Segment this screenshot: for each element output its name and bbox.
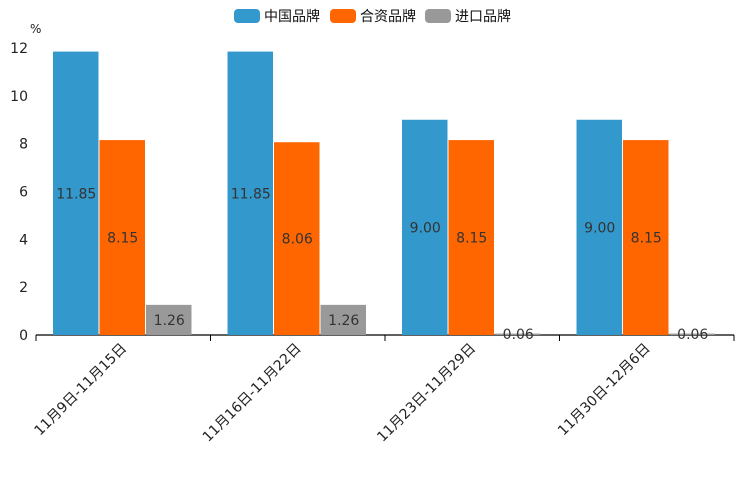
bars [53, 51, 715, 336]
data-label: 11.85 [56, 186, 96, 202]
data-label: 8.06 [282, 232, 313, 248]
data-labels: 11.85 8.15 1.26 11.85 8.06 1.26 9.00 8.15 0.06 9.… [56, 186, 708, 343]
bar [402, 119, 448, 335]
bar [320, 304, 366, 335]
bar [448, 140, 494, 335]
y-tick-label: 8 [19, 137, 28, 153]
data-label: 0.06 [503, 327, 534, 343]
y-tick-label: 12 [10, 41, 28, 57]
data-label: 8.15 [631, 231, 662, 247]
legend-swatch [330, 9, 356, 23]
x-tick-labels: 11月9日-11月15日 11月16日-11月22日 11月23日-11月29日 11… [32, 341, 654, 446]
legend-item: 合资品牌 [330, 8, 416, 25]
legend-item: 进口品牌 [425, 8, 511, 25]
legend-label: 中国品牌 [264, 8, 320, 25]
data-label: 9.00 [584, 220, 615, 236]
bar [53, 51, 99, 336]
y-tick-label: 4 [19, 232, 28, 248]
bar [99, 140, 145, 335]
bar [146, 304, 192, 335]
data-label: 1.26 [154, 313, 185, 329]
bar [623, 140, 669, 335]
bar [669, 333, 715, 335]
x-tick-label: 11月9日-11月15日 [32, 341, 131, 440]
data-label: 8.15 [107, 231, 138, 247]
x-tick-label: 11月30日-12月6日 [555, 341, 654, 440]
y-tick-label: 2 [19, 280, 28, 296]
data-label: 11.85 [231, 186, 271, 202]
data-label: 8.15 [456, 231, 487, 247]
legend-label: 进口品牌 [455, 8, 511, 25]
bar [227, 51, 273, 336]
y-unit-label: % [30, 22, 41, 36]
legend-swatch [234, 9, 260, 23]
legend-item: 中国品牌 [234, 8, 320, 25]
x-tick-label: 11月23日-11月29日 [374, 341, 479, 446]
y-tick-label: 0 [19, 328, 28, 344]
data-label: 0.06 [677, 327, 708, 343]
legend-swatch [425, 9, 451, 23]
data-label: 9.00 [410, 220, 441, 236]
bar [274, 142, 320, 335]
data-label: 1.26 [328, 313, 359, 329]
bar [576, 119, 622, 335]
y-tick-label: 6 [19, 185, 28, 201]
legend-label: 合资品牌 [360, 8, 416, 25]
bar [495, 333, 541, 335]
legend: 中国品牌 合资品牌 进口品牌 [234, 8, 511, 25]
y-tick-label: 10 [10, 89, 28, 105]
x-tick-label: 11月16日-11月22日 [200, 341, 305, 446]
